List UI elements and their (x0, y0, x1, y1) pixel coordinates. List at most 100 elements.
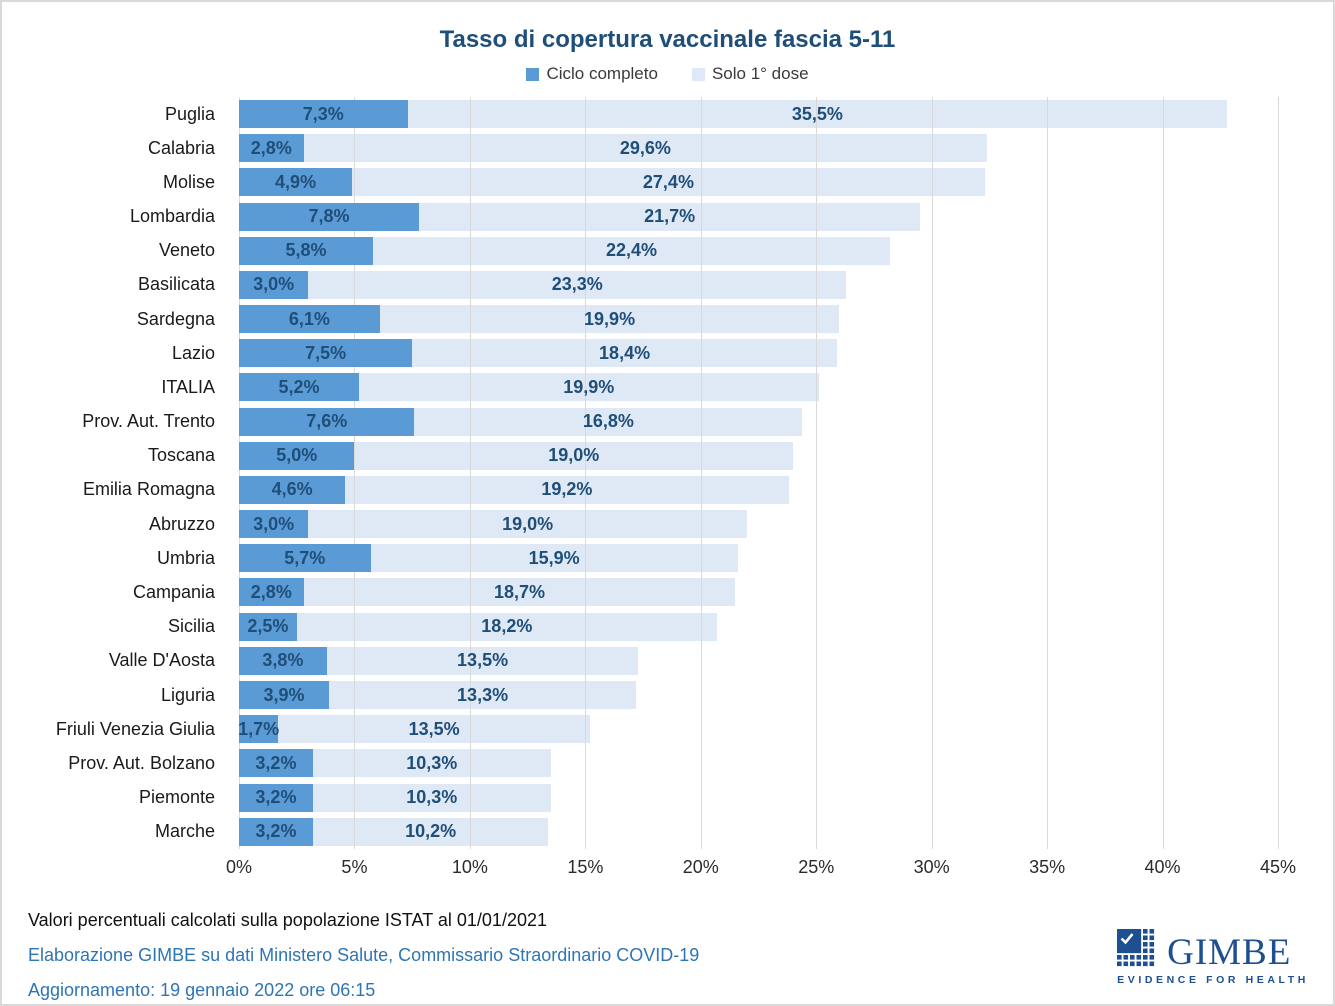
bar-segment-first-dose (308, 510, 747, 539)
bar-row: Lazio 7,5% 18,4% (2, 336, 1333, 370)
bar-segment-complete (239, 612, 297, 641)
bar-segment-complete (239, 646, 327, 675)
bar-row: Sardegna 6,1% 19,9% (2, 302, 1333, 336)
value-label-complete: 7,6% (306, 411, 348, 432)
category-label: Friuli Venezia Giulia (55, 718, 215, 739)
gimbe-logo-mark-icon (1117, 929, 1155, 967)
category-label: Toscana (147, 445, 215, 466)
value-label-first-dose: 18,2% (481, 616, 533, 637)
bar-segment-complete (239, 510, 309, 539)
x-axis-tick-label: 0% (225, 857, 253, 877)
bar-segment-complete (239, 817, 313, 846)
value-label-first-dose: 19,0% (502, 513, 554, 534)
bar-segment-first-dose (312, 749, 551, 778)
value-label-complete: 7,8% (308, 206, 350, 227)
bar-row: Molise 4,9% 27,4% (2, 165, 1333, 199)
bar-segment-complete (239, 236, 373, 265)
value-label-first-dose: 16,8% (582, 411, 634, 432)
value-label-complete: 2,8% (250, 137, 292, 158)
bar-area: 2,8% 18,7% (239, 578, 1278, 607)
bar-area: 3,2% 10,2% (239, 817, 1278, 846)
bar-segment-complete (239, 407, 415, 436)
bar-segment-first-dose (354, 441, 794, 470)
bar-area: 7,5% 18,4% (239, 339, 1278, 368)
footnote-population: Valori percentuali calcolati sulla popol… (28, 910, 547, 930)
bar-row: Emilia Romagna 4,6% 19,2% (2, 473, 1333, 507)
value-label-complete: 7,3% (302, 103, 344, 124)
value-label-complete: 4,6% (271, 479, 313, 500)
value-label-first-dose: 13,5% (408, 718, 460, 739)
x-axis-tick-label: 5% (341, 857, 368, 877)
bar-row: Prov. Aut. Trento 7,6% 16,8% (2, 405, 1333, 439)
bar-segment-complete (239, 578, 304, 607)
bar-segment-first-dose (419, 202, 921, 231)
category-label: Lazio (171, 342, 215, 363)
footnote-source: Elaborazione GIMBE su dati Ministero Sal… (28, 945, 700, 965)
bar-row: Valle D'Aosta 3,8% 13,5% (2, 644, 1333, 678)
bar-area: 4,9% 27,4% (239, 168, 1278, 197)
value-label-first-dose: 19,9% (563, 376, 615, 397)
bar-segment-complete (239, 681, 330, 709)
value-label-first-dose: 21,7% (644, 206, 696, 227)
bar-rows: Puglia 7,3% 35,5% Calabria 2,8% 29,6% Molise 4,… (2, 97, 1333, 849)
value-label-first-dose: 15,9% (528, 547, 580, 568)
category-label: Piemonte (138, 787, 215, 808)
bar-segment-first-dose (412, 339, 837, 368)
value-label-complete: 3,0% (253, 513, 295, 534)
value-label-complete: 3,9% (263, 684, 305, 705)
x-axis-tick-label: 45% (1259, 857, 1297, 877)
bar-area: 3,9% 13,3% (239, 681, 1278, 709)
value-label-complete: 4,9% (275, 171, 317, 192)
value-label-first-dose: 27,4% (642, 171, 694, 192)
bar-row: Lombardia 7,8% 21,7% (2, 200, 1333, 234)
bar-row: Basilicata 3,0% 23,3% (2, 268, 1333, 302)
value-label-complete: 5,8% (285, 240, 327, 261)
bar-area: 5,7% 15,9% (239, 544, 1278, 573)
bar-area: 3,2% 10,3% (239, 783, 1278, 812)
category-label: Puglia (164, 103, 215, 124)
bar-segment-complete (239, 373, 360, 402)
bar-row: Piemonte 3,2% 10,3% (2, 780, 1333, 814)
value-label-complete: 5,2% (278, 376, 320, 397)
value-label-first-dose: 35,5% (791, 103, 843, 124)
chart-legend: Ciclo completo Solo 1° dose (2, 64, 1333, 84)
value-label-complete: 2,5% (247, 616, 289, 637)
category-label: Basilicata (137, 274, 215, 295)
bar-segment-first-dose (303, 134, 988, 163)
bar-segment-first-dose (308, 270, 847, 299)
value-label-complete: 5,0% (276, 445, 318, 466)
x-axis-tick-label: 30% (913, 857, 950, 877)
legend-swatch-solo-prima-dose-icon (691, 67, 705, 81)
legend-swatch-ciclo-completo-icon (526, 67, 540, 81)
value-label-first-dose: 10,3% (406, 787, 458, 808)
legend-item-ciclo-completo: Ciclo completo (526, 64, 658, 84)
x-axis-tick-label: 15% (567, 857, 604, 877)
bar-segment-first-dose (379, 305, 840, 334)
value-label-complete: 3,0% (253, 274, 295, 295)
value-label-first-dose: 19,0% (548, 445, 600, 466)
value-label-first-dose: 18,4% (599, 342, 651, 363)
bar-row: Abruzzo 3,0% 19,0% (2, 507, 1333, 541)
bar-segment-first-dose (370, 544, 738, 573)
category-label: Campania (132, 581, 215, 602)
value-label-complete: 2,8% (250, 581, 292, 602)
bar-segment-first-dose (407, 100, 1228, 129)
bar-row: Puglia 7,3% 35,5% (2, 97, 1333, 131)
footnote-updated: Aggiornamento: 19 gennaio 2022 ore 06:15 (28, 980, 376, 1000)
value-label-first-dose: 19,2% (541, 479, 593, 500)
bar-segment-complete (239, 202, 420, 231)
value-label-first-dose: 29,6% (619, 137, 671, 158)
value-label-first-dose: 22,4% (605, 240, 658, 261)
value-label-complete: 3,8% (262, 650, 304, 671)
bar-segment-complete (239, 441, 355, 470)
x-axis-tick-label: 35% (1029, 857, 1066, 877)
x-axis: 0% 5% 10% 15% 20% 25% 30% 35% 40% 45% (226, 857, 1296, 881)
category-label: Abruzzo (148, 513, 215, 534)
gimbe-logo-tagline: EVIDENCE FOR HEALTH (1117, 974, 1309, 986)
value-label-first-dose: 13,5% (457, 650, 509, 671)
bar-segment-first-dose (303, 578, 736, 607)
bar-area: 5,8% 22,4% (239, 236, 1278, 265)
bar-segment-first-dose (329, 681, 637, 709)
bar-segment-complete (239, 783, 313, 812)
bar-segment-first-dose (352, 168, 985, 197)
